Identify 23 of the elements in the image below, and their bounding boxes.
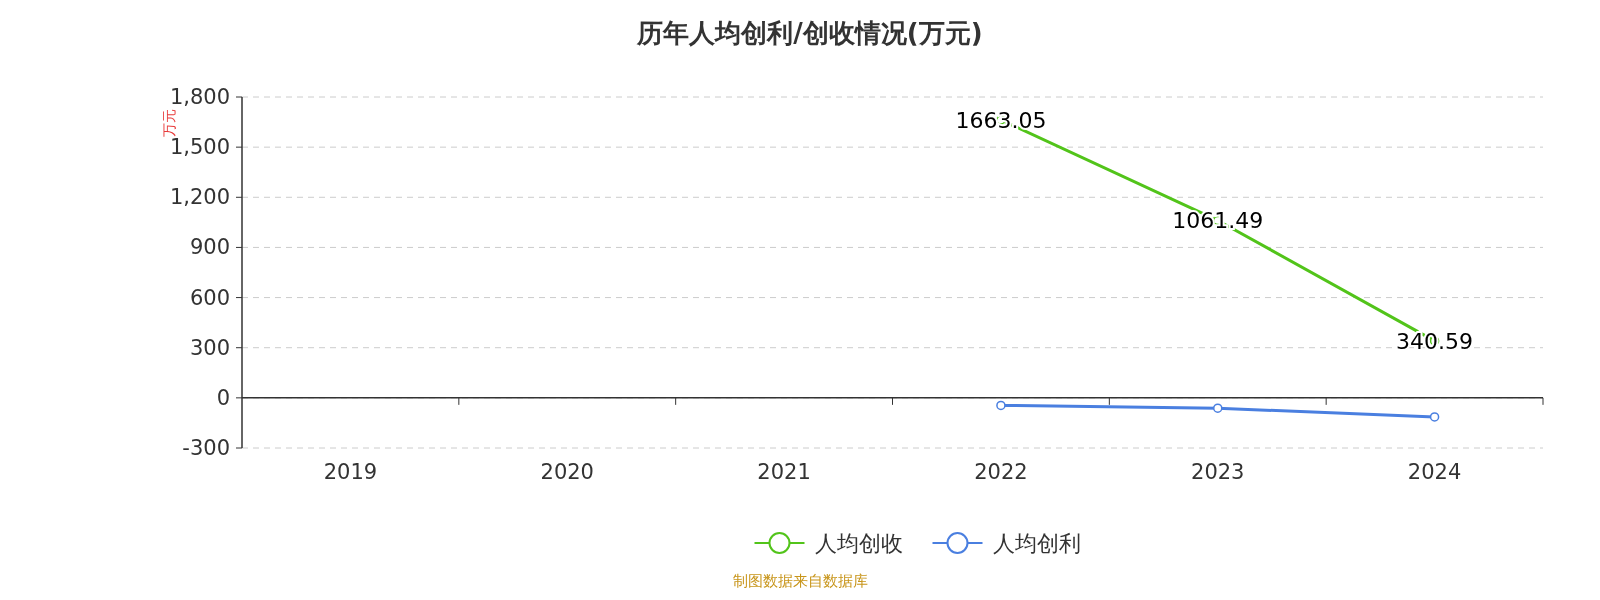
x-tick-label: 2022 bbox=[974, 460, 1028, 484]
point bbox=[1213, 403, 1223, 413]
y-tick-label: 1,200 bbox=[169, 185, 230, 210]
text: 制图数据来自数据库 bbox=[732, 572, 868, 590]
y-tick-label: -300 bbox=[182, 436, 230, 460]
point bbox=[1429, 412, 1440, 422]
x-tick-label: 2023 bbox=[1191, 460, 1245, 484]
y-tick-label: 0 bbox=[216, 385, 230, 410]
data-label: 340.59 bbox=[1396, 328, 1474, 354]
x-tick-label: 2021 bbox=[757, 460, 811, 484]
y-tick-label: 600 bbox=[189, 285, 230, 310]
chart-title: 历年人均创利/创收情况(万元) bbox=[636, 18, 983, 48]
x-tick-label: 2019 bbox=[323, 460, 378, 484]
y-axis-title: 万元 bbox=[161, 109, 177, 137]
y-tick-label: 1,800 bbox=[169, 85, 230, 109]
y-tick-label: 1,500 bbox=[169, 135, 230, 160]
legend-label: 人均创利 bbox=[992, 531, 1081, 556]
x-tick-label: 2020 bbox=[540, 460, 594, 484]
y-tick-label: 900 bbox=[189, 235, 230, 260]
y-tick-label: 300 bbox=[189, 335, 230, 360]
legend-label: 人均创收 bbox=[814, 531, 903, 556]
x-tick-label: 2024 bbox=[1407, 460, 1462, 484]
point bbox=[996, 400, 1006, 411]
